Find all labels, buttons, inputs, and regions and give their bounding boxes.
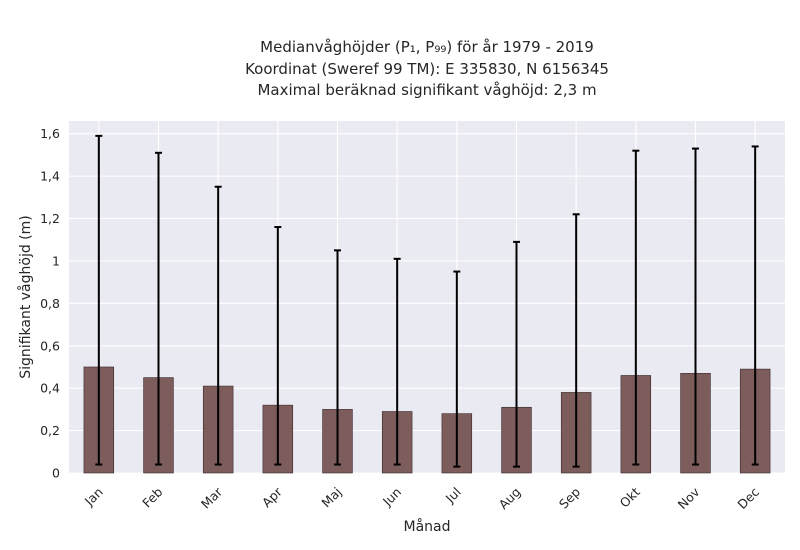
error-bars — [95, 134, 759, 468]
y-tick-label: 0,6 — [40, 338, 60, 353]
y-tick-label: 1,6 — [40, 126, 60, 141]
title-line-1: Medianvåghöjder (P₁, P₉₉) för år 1979 - … — [260, 38, 594, 56]
x-tick-label-jun: Jun — [379, 484, 404, 509]
x-tick-label-sep: Sep — [556, 484, 583, 511]
x-tick-label-okt: Okt — [617, 484, 643, 510]
x-tick-label-nov: Nov — [675, 484, 703, 512]
x-axis-label: Månad — [404, 518, 451, 535]
x-tick-label-mar: Mar — [198, 484, 226, 512]
y-tick-label: 1,2 — [40, 211, 60, 226]
y-tick-label: 1 — [52, 253, 60, 268]
y-axis-label: Signifikant våghöjd (m) — [17, 215, 34, 378]
x-axis-ticks: Jan Feb Mar Apr Maj Jun Jul Aug Sep Okt Nov Dec — [81, 484, 762, 512]
x-tick-label-jul: Jul — [442, 484, 464, 506]
x-tick-label-maj: Maj — [318, 484, 344, 510]
y-tick-label: 1,4 — [40, 169, 60, 184]
y-tick-label: 0,8 — [40, 296, 60, 311]
plot-area — [69, 121, 785, 473]
x-tick-label-feb: Feb — [139, 484, 165, 510]
title-line-2: Koordinat (Sweref 99 TM): E 335830, N 61… — [245, 60, 609, 78]
x-tick-label-aug: Aug — [496, 484, 524, 512]
y-tick-label: 0 — [52, 466, 60, 481]
x-tick-label-jan: Jan — [81, 484, 106, 509]
x-tick-label-dec: Dec — [734, 484, 762, 512]
title-line-3: Maximal beräknad signifikant våghöjd: 2,… — [257, 81, 596, 99]
y-axis-ticks: 0 0,2 0,4 0,6 0,8 1 1,2 1,4 1,6 — [40, 126, 60, 480]
y-tick-label: 0,2 — [40, 423, 60, 438]
y-tick-label: 0,4 — [40, 381, 60, 396]
chart-title: Medianvåghöjder (P₁, P₉₉) för år 1979 - … — [245, 38, 609, 99]
x-tick-label-apr: Apr — [259, 484, 286, 511]
